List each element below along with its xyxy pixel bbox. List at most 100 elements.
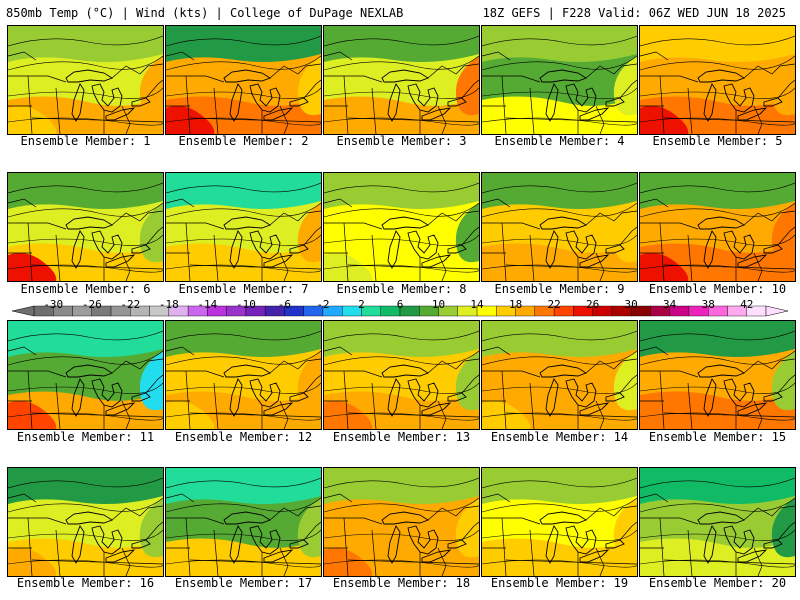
ensemble-panel: Ensemble Member: 1 bbox=[7, 25, 164, 148]
field-north bbox=[324, 321, 479, 357]
height-contour bbox=[640, 117, 795, 126]
colorbar-tick-label: 2 bbox=[358, 298, 365, 311]
height-contour bbox=[166, 412, 321, 421]
height-contour bbox=[166, 202, 321, 218]
height-contour bbox=[166, 330, 321, 342]
field-southwest bbox=[640, 253, 689, 281]
great-lakes-outline bbox=[381, 216, 467, 269]
state-borders bbox=[640, 51, 795, 134]
height-contour bbox=[482, 382, 637, 394]
temperature-map bbox=[481, 172, 638, 282]
temperature-map bbox=[323, 172, 480, 282]
field-north bbox=[640, 173, 795, 209]
field-north bbox=[640, 26, 795, 62]
field-north bbox=[8, 26, 163, 62]
field-north bbox=[8, 321, 163, 357]
height-contour bbox=[324, 330, 479, 342]
state-borders bbox=[8, 198, 163, 281]
panel-caption: Ensemble Member: 16 bbox=[16, 576, 155, 590]
great-lakes-outline bbox=[65, 364, 151, 417]
height-contour bbox=[324, 350, 479, 366]
temperature-map bbox=[639, 172, 796, 282]
field-southwest bbox=[640, 548, 689, 576]
height-contour bbox=[482, 350, 637, 366]
temperature-map bbox=[165, 172, 322, 282]
colorbar-min-arrow bbox=[11, 305, 35, 317]
height-contour bbox=[166, 264, 321, 273]
temperature-colorbar bbox=[0, 296, 800, 322]
great-lakes-outline bbox=[223, 69, 309, 122]
panel-caption: Ensemble Member: 15 bbox=[648, 430, 787, 444]
temperature-map bbox=[639, 25, 796, 135]
height-contour bbox=[8, 264, 163, 273]
great-lakes-outline bbox=[223, 364, 309, 417]
height-contour bbox=[640, 350, 795, 366]
height-contour bbox=[166, 497, 321, 513]
height-contour bbox=[640, 182, 795, 194]
ensemble-panel: Ensemble Member: 5 bbox=[639, 25, 796, 148]
great-lakes-outline bbox=[65, 216, 151, 269]
ensemble-panel: Ensemble Member: 17 bbox=[165, 467, 322, 590]
great-lakes-outline bbox=[697, 511, 783, 564]
height-contour bbox=[482, 330, 637, 342]
state-borders bbox=[166, 346, 321, 429]
great-lakes-outline bbox=[65, 69, 151, 122]
field-east bbox=[613, 203, 637, 263]
ensemble-panel: Ensemble Member: 19 bbox=[481, 467, 638, 590]
temperature-map bbox=[481, 25, 638, 135]
height-contour bbox=[324, 182, 479, 194]
colorbar-tick-label: -2 bbox=[316, 298, 330, 311]
ensemble-panel: Ensemble Member: 16 bbox=[7, 467, 164, 590]
state-borders bbox=[640, 346, 795, 429]
panel-caption: Ensemble Member: 12 bbox=[174, 430, 313, 444]
panel-caption: Ensemble Member: 4 bbox=[494, 134, 625, 148]
height-contour bbox=[640, 477, 795, 489]
great-lakes-outline bbox=[697, 216, 783, 269]
state-borders bbox=[482, 51, 637, 134]
panel-caption: Ensemble Member: 3 bbox=[336, 134, 467, 148]
height-contour bbox=[166, 559, 321, 568]
colorbar-tick-label: 38 bbox=[701, 298, 715, 311]
field-southwest bbox=[640, 401, 689, 429]
colorbar-tick-label: -14 bbox=[197, 298, 218, 311]
height-contour bbox=[482, 497, 637, 513]
field-east bbox=[297, 498, 321, 558]
page-title: 850mb Temp (°C) | Wind (kts) | College o… bbox=[6, 6, 404, 20]
panel-caption: Ensemble Member: 14 bbox=[490, 430, 629, 444]
height-contour bbox=[8, 350, 163, 366]
height-contour bbox=[166, 55, 321, 71]
field-north bbox=[166, 321, 321, 357]
height-contour bbox=[324, 529, 479, 541]
height-contour bbox=[640, 559, 795, 568]
temperature-map bbox=[165, 25, 322, 135]
ensemble-panel: Ensemble Member: 18 bbox=[323, 467, 480, 590]
field-north bbox=[482, 26, 637, 62]
height-contour bbox=[482, 559, 637, 568]
ensemble-panel: Ensemble Member: 14 bbox=[481, 320, 638, 444]
height-contour bbox=[324, 497, 479, 513]
field-southwest bbox=[482, 253, 531, 281]
height-contour bbox=[166, 117, 321, 126]
temperature-map bbox=[7, 467, 164, 577]
field-east bbox=[297, 203, 321, 263]
height-contour bbox=[8, 477, 163, 489]
height-contour bbox=[166, 382, 321, 394]
great-lakes-outline bbox=[223, 511, 309, 564]
field-southwest bbox=[482, 548, 531, 576]
field-north bbox=[324, 26, 479, 62]
ensemble-panel: Ensemble Member: 15 bbox=[639, 320, 796, 444]
field-east bbox=[771, 203, 795, 263]
state-borders bbox=[8, 346, 163, 429]
colorbar-tick-label: 22 bbox=[547, 298, 561, 311]
height-contour bbox=[482, 117, 637, 126]
height-contour bbox=[482, 87, 637, 99]
height-contour bbox=[482, 264, 637, 273]
ensemble-panel: Ensemble Member: 20 bbox=[639, 467, 796, 590]
ensemble-panel: Ensemble Member: 7 bbox=[165, 172, 322, 296]
ensemble-panel: Ensemble Member: 4 bbox=[481, 25, 638, 148]
field-east bbox=[297, 351, 321, 411]
height-contour bbox=[640, 330, 795, 342]
colorbar-tick-label: 30 bbox=[624, 298, 638, 311]
field-east bbox=[613, 351, 637, 411]
colorbar-tick-label: -6 bbox=[277, 298, 292, 311]
